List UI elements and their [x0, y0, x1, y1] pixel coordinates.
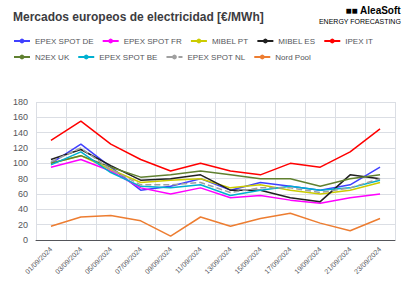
svg-text:60: 60: [18, 189, 28, 199]
svg-text:01/09/2024: 01/09/2024: [24, 245, 54, 275]
svg-text:11/09/2024: 11/09/2024: [174, 245, 203, 274]
svg-text:Mercados europeos de electrici: Mercados europeos de electricidad [€/MWh…: [13, 10, 264, 24]
svg-text:EPEX SPOT FR: EPEX SPOT FR: [124, 37, 182, 46]
svg-text:100: 100: [13, 158, 28, 168]
svg-text:140: 140: [13, 128, 28, 138]
svg-text:21/09/2024: 21/09/2024: [323, 245, 353, 275]
svg-text:09/09/2024: 09/09/2024: [143, 245, 173, 275]
svg-text:13/09/2024: 13/09/2024: [203, 245, 233, 275]
svg-text:EPEX SPOT BE: EPEX SPOT BE: [99, 53, 157, 62]
svg-text:19/09/2024: 19/09/2024: [293, 245, 323, 275]
svg-text:05/09/2024: 05/09/2024: [84, 245, 114, 275]
svg-text:ENERGY FORECASTING: ENERGY FORECASTING: [319, 18, 401, 25]
svg-text:160: 160: [13, 112, 28, 122]
svg-text:180: 180: [13, 97, 28, 107]
svg-text:03/09/2024: 03/09/2024: [54, 245, 84, 275]
svg-text:Nord Pool: Nord Pool: [275, 53, 311, 62]
svg-text:120: 120: [13, 143, 28, 153]
svg-text:EPEX SPOT DE: EPEX SPOT DE: [35, 37, 94, 46]
svg-text:23/09/2024: 23/09/2024: [353, 245, 383, 275]
svg-text:0: 0: [23, 235, 28, 245]
svg-text:MIBEL PT: MIBEL PT: [212, 37, 248, 46]
svg-text:IPEX IT: IPEX IT: [345, 37, 373, 46]
svg-text:■■ AleaSoft: ■■ AleaSoft: [346, 5, 402, 16]
svg-text:EPEX SPOT NL: EPEX SPOT NL: [187, 53, 245, 62]
svg-text:07/09/2024: 07/09/2024: [114, 245, 144, 275]
svg-text:17/09/2024: 17/09/2024: [263, 245, 293, 275]
svg-text:80: 80: [18, 174, 28, 184]
svg-text:15/09/2024: 15/09/2024: [233, 245, 263, 275]
svg-text:MIBEL ES: MIBEL ES: [278, 37, 315, 46]
svg-text:N2EX UK: N2EX UK: [35, 53, 70, 62]
svg-text:20: 20: [18, 220, 28, 230]
svg-text:40: 40: [18, 204, 28, 214]
